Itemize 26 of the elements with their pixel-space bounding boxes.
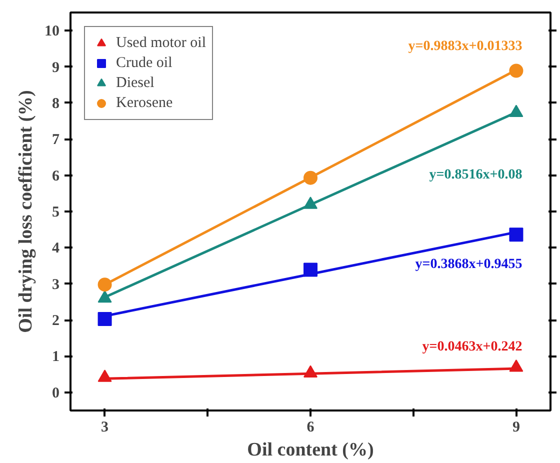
y-tick-label: 8: [52, 96, 60, 112]
y-tick-label: 2: [52, 313, 60, 330]
annotation: y=0.8516x+0.08: [429, 167, 522, 182]
y-tick-label: 4: [52, 240, 60, 257]
point: [98, 312, 112, 326]
y-tick-label: 10: [44, 24, 60, 40]
y-tick-label: 1: [52, 349, 60, 366]
point: [509, 228, 524, 242]
y-tick-label: 0: [52, 385, 60, 402]
legend-label: Crude oil: [116, 54, 172, 72]
x-tick-label: 3: [101, 420, 109, 436]
annotation: y=0.3868x+0.9455: [415, 257, 522, 272]
y-tick-label: 6: [52, 168, 60, 184]
annotation: y=0.0463x+0.242: [422, 340, 522, 355]
legend-label: Kerosene: [116, 94, 173, 112]
legend-label: Diesel: [116, 74, 154, 92]
y-axis-title: Oil drying loss coefficient (%): [16, 90, 36, 333]
x-tick-label: 6: [306, 420, 315, 436]
annotation: y=0.9883x+0.01333: [408, 39, 522, 54]
x-axis-title: Oil content (%): [247, 440, 374, 460]
y-tick-label: 7: [52, 132, 60, 148]
legend-label: Used motor oil: [116, 34, 206, 52]
y-tick-label: 5: [52, 204, 60, 220]
x-tick-label: 9: [512, 420, 520, 436]
y-tick-label: 3: [52, 276, 60, 293]
y-tick-label: 9: [52, 60, 60, 76]
